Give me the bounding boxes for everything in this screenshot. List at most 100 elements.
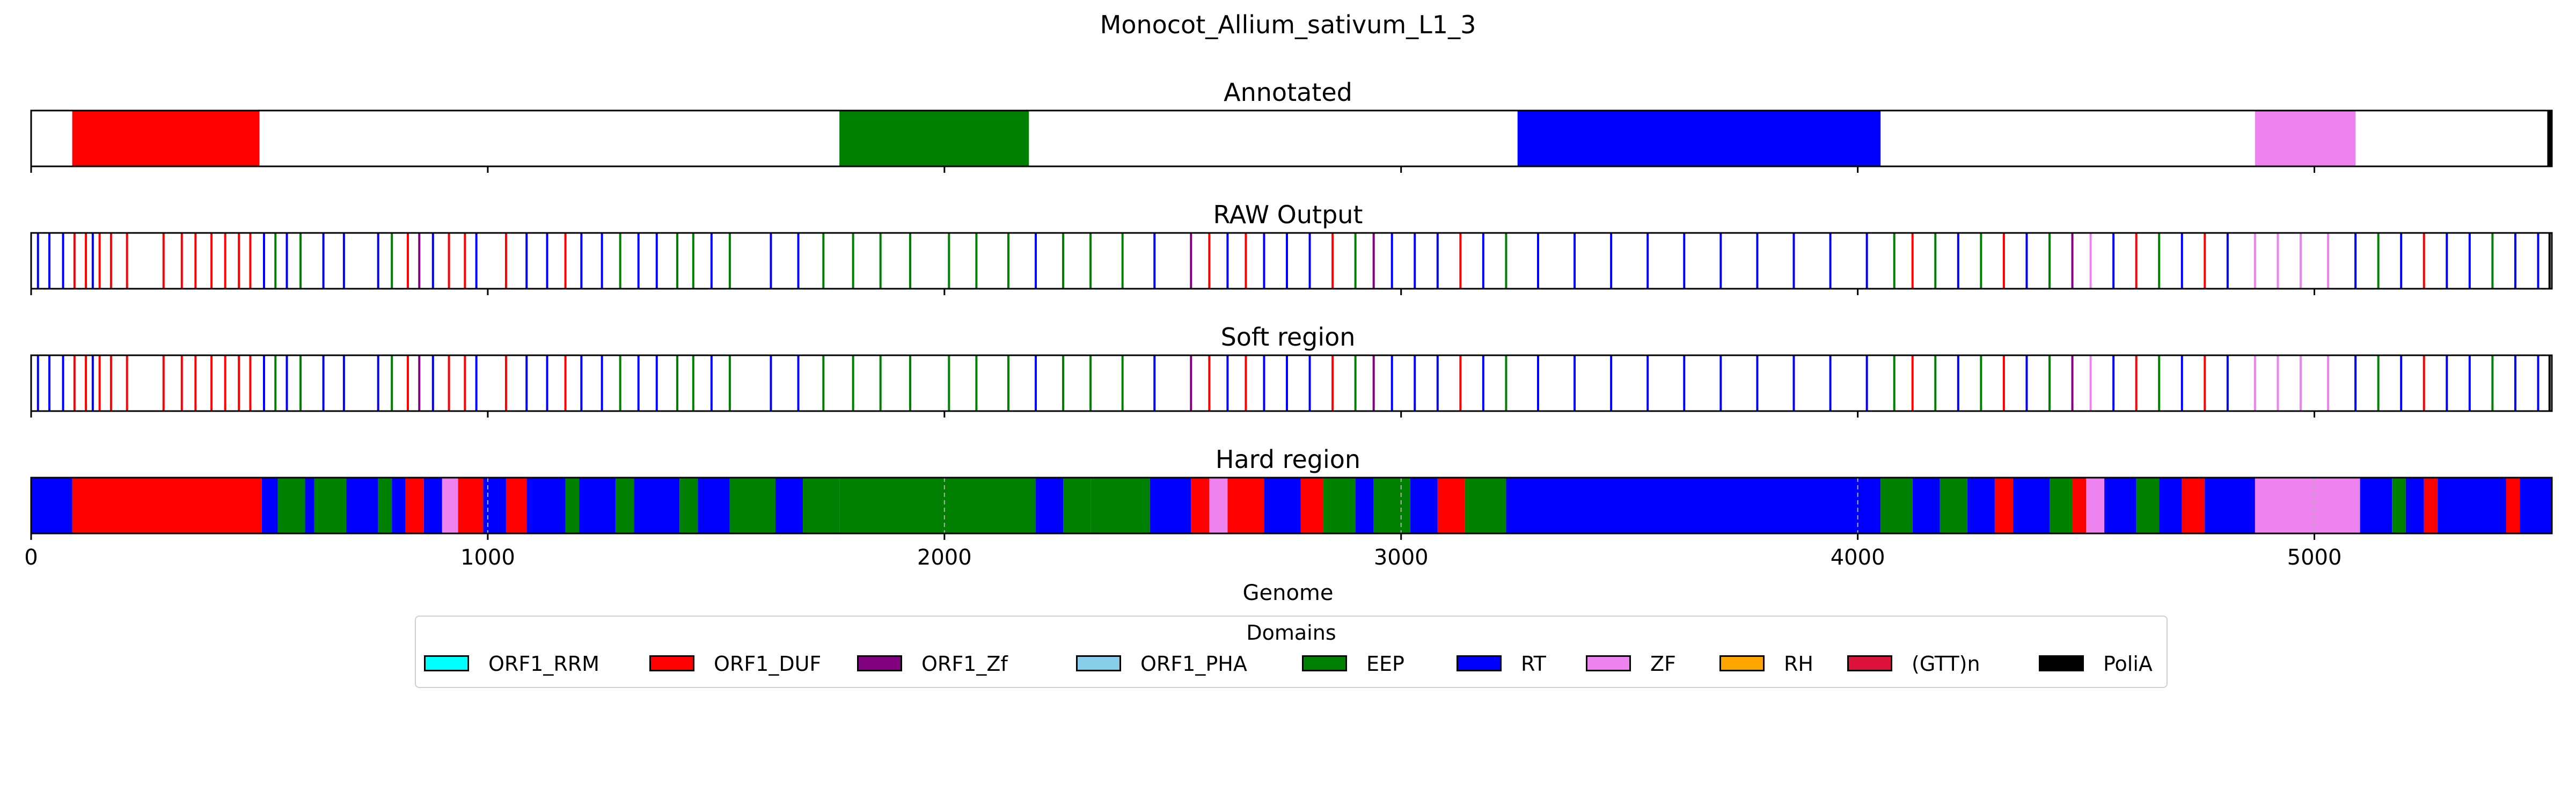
mark-rt (1829, 355, 1832, 411)
mark-eep (822, 233, 825, 289)
panel-title: RAW Output (1213, 200, 1363, 229)
mark-orf1-zf (1372, 233, 1375, 289)
figure-title: Monocot_Allium_sativum_L1_3 (1100, 10, 1476, 39)
mark-orf1-zf (418, 233, 421, 289)
mark-rt (2112, 233, 2115, 289)
segment-rt (2520, 478, 2552, 533)
mark-rt (580, 355, 583, 411)
legend-swatch (1302, 655, 1347, 671)
mark-eep (676, 355, 679, 411)
mark-orf1-zf (1190, 355, 1192, 411)
mark-eep (852, 355, 854, 411)
mark-rt (1865, 355, 1868, 411)
legend-swatch (857, 655, 902, 671)
mark-orf1-duf (180, 233, 183, 289)
legend-label: ORF1_PHA (1140, 652, 1247, 676)
mark-rt (637, 355, 640, 411)
mark-rt (655, 233, 658, 289)
mark-rt (601, 233, 603, 289)
mark-zf (2253, 233, 2256, 289)
x-tick-label: 5000 (2287, 545, 2342, 570)
mark-polia (2548, 233, 2551, 289)
segment-eep (314, 478, 347, 533)
mark-orf1-duf (448, 233, 450, 289)
segment-zf (2255, 478, 2360, 533)
segment-rt (346, 478, 378, 533)
mark-eep (1934, 355, 1937, 411)
mark-rt (1436, 355, 1439, 411)
segment-rt (1912, 478, 1940, 533)
mark-orf1-duf (73, 233, 76, 289)
mark-orf1-duf (2135, 355, 2138, 411)
mark-rt (1482, 233, 1484, 289)
segment-rt (31, 478, 72, 533)
segment-orf1-duf (1300, 478, 1324, 533)
segment-rt (1506, 478, 1881, 533)
mark-rt (1957, 355, 1959, 411)
segment-eep (1373, 478, 1410, 533)
mark-eep (1062, 355, 1065, 411)
mark-eep (391, 233, 393, 289)
segment-rt (526, 478, 566, 533)
mark-orf1-duf (1911, 233, 1914, 289)
mark-orf1-duf (109, 355, 112, 411)
mark-rt (475, 233, 478, 289)
segment-rt (698, 478, 730, 533)
segment-eep (839, 478, 1036, 533)
segment-orf1-duf (1191, 478, 1210, 533)
mark-eep (692, 355, 694, 411)
segment-rt (1517, 111, 1881, 166)
mark-orf1-duf (249, 233, 252, 289)
panel-background (31, 233, 2552, 289)
mark-rt (2354, 233, 2357, 289)
segment-zf (2086, 478, 2105, 533)
segment-zf (2255, 111, 2356, 166)
mark-orf1-duf (109, 233, 112, 289)
mark-eep (1354, 355, 1357, 411)
legend-label: RT (1521, 652, 1546, 676)
mark-eep (948, 233, 950, 289)
mark-rt (546, 355, 548, 411)
mark-orf1-duf (406, 233, 409, 289)
segment-eep (679, 478, 698, 533)
mark-orf1-zf (2071, 355, 2074, 411)
segment-orf1-duf (72, 478, 262, 533)
mark-eep (299, 355, 302, 411)
mark-eep (676, 233, 679, 289)
mark-rt (601, 355, 603, 411)
legend-label: PoliA (2103, 652, 2153, 676)
legend-label: ORF1_DUF (714, 652, 822, 676)
segment-eep (1880, 478, 1913, 533)
mark-rt (2025, 355, 2028, 411)
mark-zf (2327, 355, 2330, 411)
mark-rt (1957, 233, 1959, 289)
mark-eep (1007, 233, 1009, 289)
panel-soft-region: Soft region (30, 323, 2553, 418)
mark-rt (431, 233, 434, 289)
mark-eep (879, 233, 882, 289)
mark-rt (48, 355, 51, 411)
mark-rt (1285, 355, 1288, 411)
segment-rt (2405, 478, 2424, 533)
mark-zf (2300, 355, 2302, 411)
legend-label: ORF1_Zf (921, 652, 1008, 676)
mark-zf (2253, 355, 2256, 411)
mark-rt (2446, 355, 2448, 411)
mark-rt (2468, 355, 2471, 411)
mark-orf1-duf (238, 355, 240, 411)
legend: Domains ORF1_RRM ORF1_DUF ORF1_Zf ORF1_PHA E… (415, 616, 2168, 688)
mark-rt (1226, 355, 1229, 411)
mark-rt (1153, 355, 1156, 411)
mark-orf1-duf (464, 233, 466, 289)
segment-rt (634, 478, 680, 533)
mark-rt (1574, 355, 1576, 411)
mark-eep (2158, 355, 2161, 411)
mark-rt (2226, 355, 2229, 411)
mark-eep (1007, 355, 1009, 411)
mark-eep (299, 233, 302, 289)
mark-orf1-duf (98, 355, 101, 411)
legend-swatch (1076, 655, 1121, 671)
mark-rt (431, 355, 434, 411)
mark-eep (909, 233, 911, 289)
legend-swatch (1586, 655, 1631, 671)
